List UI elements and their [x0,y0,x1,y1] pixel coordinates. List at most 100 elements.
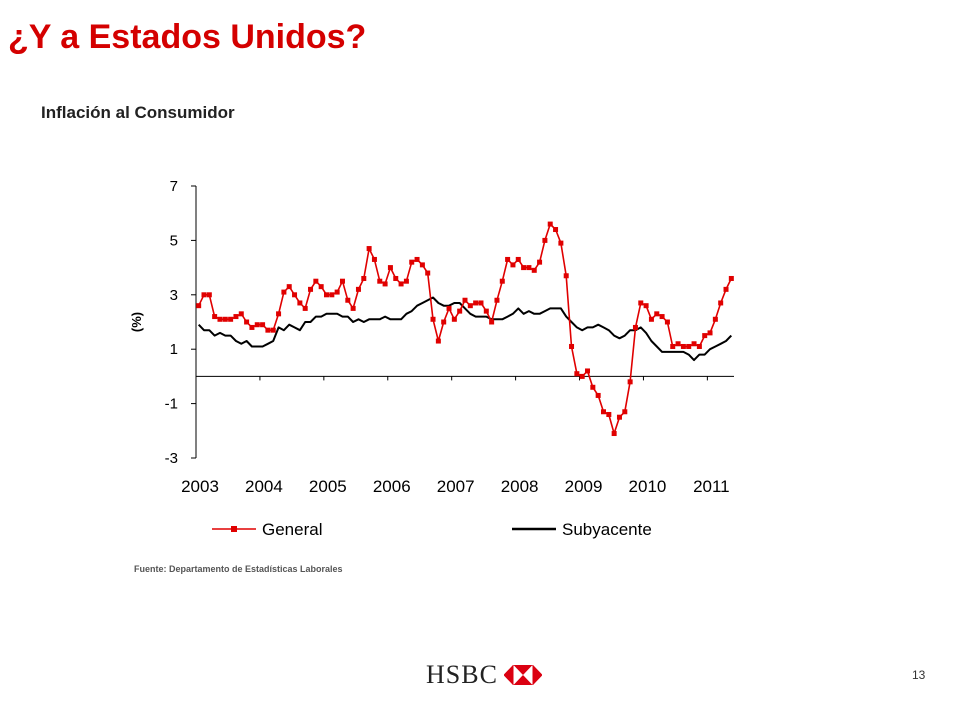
data-point-general [329,292,335,298]
y-tick-label: 5 [170,232,178,249]
data-point-general [249,324,255,330]
data-point-general [302,305,308,311]
data-point-general [494,297,500,303]
data-point-general [217,316,223,322]
data-point-general [473,300,479,306]
data-point-general [537,259,543,265]
data-point-general [521,265,527,271]
data-point-general [712,316,718,322]
hexagon-logo-icon [503,665,542,685]
data-point-general [558,240,564,246]
legend-marker-general [231,526,237,532]
data-point-general [627,379,633,385]
source-note: Fuente: Departamento de Estadísticas Lab… [134,564,343,574]
data-point-general [196,303,202,309]
data-point-general [201,292,207,298]
data-point-general [244,319,250,325]
data-point-general [723,286,729,292]
data-point-general [371,256,377,262]
data-point-general [276,311,282,317]
data-point-general [718,300,724,306]
data-point-general [318,284,324,290]
data-point-general [648,316,654,322]
data-point-general [611,431,617,437]
data-point-general [350,305,356,311]
data-point-general [467,303,473,309]
data-point-general [398,281,404,287]
data-point-general [366,246,372,252]
data-point-general [430,316,436,322]
data-point-general [435,338,441,344]
data-point-general [499,278,505,284]
page-number: 13 [912,668,926,682]
x-tick-label: 2011 [693,477,730,496]
y-tick-label: -1 [165,396,178,413]
x-tick-label: 2007 [437,477,475,496]
data-point-general [675,341,681,347]
data-point-general [451,316,457,322]
x-tick-label: 2008 [501,477,539,496]
data-point-general [632,324,638,330]
data-point-general [377,278,383,284]
data-point-general [526,265,532,271]
data-point-general [355,286,361,292]
data-point-general [691,341,697,347]
y-tick-label: 1 [170,341,178,358]
data-point-general [707,330,713,336]
data-point-general [286,284,292,290]
data-point-general [680,343,686,349]
data-point-general [616,414,622,420]
data-point-general [702,333,708,339]
data-point-general [595,392,601,398]
data-point-general [308,286,314,292]
data-point-general [462,297,468,303]
data-point-general [643,303,649,309]
data-point-general [579,373,585,379]
legend-label-general: General [262,520,322,539]
data-point-general [361,275,367,281]
data-point-general [425,270,431,276]
data-point-general [515,256,521,262]
data-point-general [212,314,218,320]
data-point-general [531,267,537,273]
data-point-general [254,322,260,328]
data-point-general [542,237,548,243]
data-point-general [654,311,660,317]
data-point-general [553,227,559,233]
x-tick-label: 2004 [245,477,283,496]
data-point-general [483,308,489,314]
data-point-general [393,275,399,281]
y-tick-label: 7 [170,178,178,195]
data-point-general [260,322,266,328]
data-point-general [345,297,351,303]
data-point-general [409,259,415,265]
data-point-general [489,319,495,325]
data-point-general [313,278,319,284]
data-point-general [457,308,463,314]
hsbc-logo: HSBC [426,660,542,690]
x-tick-label: 2010 [629,477,667,496]
data-point-general [419,262,425,268]
data-point-general [265,327,271,333]
data-point-general [696,343,702,349]
data-point-general [600,409,606,415]
data-point-general [270,327,276,333]
data-point-general [334,289,340,295]
y-tick-label: -3 [165,450,178,467]
slide-title: ¿Y a Estados Unidos? [8,18,367,56]
data-point-general [622,409,628,415]
data-point-general [238,311,244,317]
data-point-general [686,343,692,349]
data-point-general [728,275,734,281]
data-point-general [585,368,591,374]
data-point-general [547,221,553,227]
data-point-general [324,292,330,298]
x-tick-label: 2003 [181,477,219,496]
data-point-general [590,384,596,390]
data-point-general [510,262,516,268]
data-point-general [446,305,452,311]
data-point-general [505,256,511,262]
series-line-subyacente [197,296,733,362]
data-point-general [387,265,393,271]
